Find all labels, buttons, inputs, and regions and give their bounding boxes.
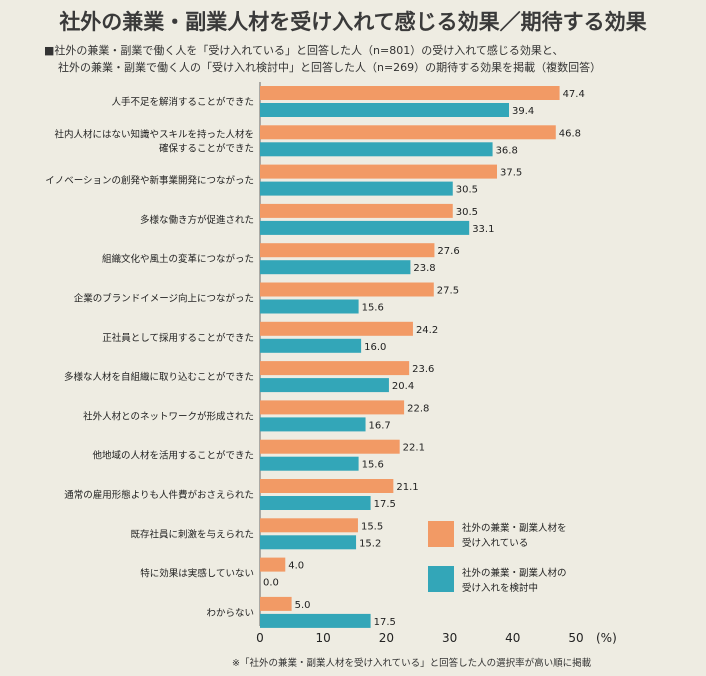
value-label-series-1: 27.5 (437, 286, 459, 297)
legend-swatch-series-2 (428, 566, 454, 592)
bar-series-1 (260, 439, 400, 454)
value-label-series-2: 36.8 (496, 145, 518, 156)
value-label-series-1: 46.8 (559, 128, 581, 139)
bar-series-2 (260, 142, 493, 157)
value-label-series-2: 20.4 (392, 381, 414, 392)
x-tick-label: 20 (379, 631, 394, 645)
bar-series-1 (260, 518, 358, 533)
value-label-series-1: 5.0 (295, 600, 311, 611)
value-label-series-1: 30.5 (456, 207, 478, 218)
bar-series-1 (260, 86, 560, 100)
category-label: 企業のブランドイメージ向上につながった (74, 293, 254, 305)
value-label-series-1: 37.5 (500, 168, 522, 179)
category-label: 正社員として採用することができた (102, 332, 254, 344)
bar-series-2 (260, 535, 357, 550)
bar-series-2 (260, 103, 510, 117)
category-label: 組織文化や風土の変革につながった (102, 253, 254, 265)
value-label-series-2: 23.8 (413, 263, 435, 274)
bar-series-2 (260, 220, 470, 235)
bar-series-1 (260, 164, 497, 179)
bar-series-1 (260, 361, 410, 376)
category-label: 特に効果は実感していない (140, 568, 254, 580)
bar-series-1 (260, 321, 413, 336)
x-tick-label: 30 (442, 631, 457, 645)
bar-series-2 (260, 378, 389, 393)
category-label: 確保することができた (159, 142, 254, 154)
x-tick-label: 40 (505, 631, 520, 645)
x-tick-label: 50 (568, 631, 583, 645)
bar-series-1 (260, 400, 405, 415)
category-label: 社内人材にはない知識やスキルを持った人材を (54, 128, 254, 140)
bar-series-2 (260, 456, 359, 471)
value-label-series-2: 15.2 (359, 538, 381, 549)
bar-series-1 (260, 243, 435, 258)
bar-series-2 (260, 613, 371, 628)
note-line-2: 社外の兼業・副業で働く人の「受け入れ検討中」と回答した人（n=269）の期待する… (58, 61, 602, 74)
category-label: 通常の雇用形態よりも人件費がおさえられた (64, 489, 254, 501)
category-label: 多様な人材を自組織に取り込むことができた (64, 371, 254, 383)
legend-label-series-2: 社外の兼業・副業人材の (462, 567, 567, 579)
bar-series-1 (260, 125, 556, 140)
bar-series-2 (260, 181, 453, 196)
bar-series-1 (260, 203, 453, 218)
bar-series-2 (260, 260, 411, 275)
value-label-series-2: 16.7 (369, 420, 391, 431)
legend-label-series-1: 受け入れている (462, 537, 528, 549)
footnote: ※「社外の兼業・副業人材を受け入れている」と回答した人の選択率が高い順に掲載 (232, 658, 592, 669)
value-label-series-2: 17.5 (374, 617, 396, 628)
value-label-series-1: 23.6 (412, 364, 434, 375)
value-label-series-1: 4.0 (288, 561, 304, 572)
bar-series-1 (260, 479, 394, 493)
value-label-series-2: 0.0 (263, 578, 279, 589)
value-label-series-2: 39.4 (512, 106, 534, 117)
bar-series-2 (260, 338, 362, 353)
category-label: 多様な働き方が促進された (140, 214, 254, 226)
legend-swatch-series-1 (428, 521, 454, 547)
value-label-series-2: 15.6 (362, 460, 384, 471)
value-label-series-2: 17.5 (374, 499, 396, 510)
value-label-series-1: 21.1 (396, 482, 418, 493)
value-label-series-1: 22.1 (403, 443, 425, 454)
value-label-series-1: 27.6 (437, 246, 459, 257)
bar-series-1 (260, 596, 292, 611)
chart-note: ■社外の兼業・副業で働く人を「受け入れている」と回答した人（n=801）の受け入… (44, 42, 601, 76)
category-label: 社外人材とのネットワークが形成された (83, 410, 254, 422)
value-label-series-2: 33.1 (472, 224, 494, 235)
bar-series-2 (260, 417, 366, 432)
category-label: 人手不足を解消することができた (111, 96, 254, 108)
legend-label-series-2: 受け入れを検討中 (462, 582, 538, 594)
bar-series-2 (260, 496, 371, 510)
x-tick-label: 0 (256, 631, 264, 645)
value-label-series-2: 16.0 (364, 342, 386, 353)
bar-series-1 (260, 557, 286, 572)
bar-series-2 (260, 299, 359, 314)
category-label: わからない (206, 608, 254, 619)
category-label: 他地域の人材を活用することができた (92, 450, 254, 462)
category-label: 既存社員に刺激を与えられた (130, 528, 254, 540)
x-unit-label: (%) (596, 631, 617, 645)
bar-series-1 (260, 282, 434, 297)
category-label: イノベーションの創発や新事業開発につながった (45, 175, 254, 187)
value-label-series-2: 30.5 (456, 185, 478, 196)
value-label-series-1: 24.2 (416, 325, 438, 336)
value-label-series-2: 15.6 (362, 303, 384, 314)
value-label-series-1: 22.8 (407, 403, 429, 414)
chart-title: 社外の兼業・副業人材を受け入れて感じる効果／期待する効果 (59, 10, 647, 34)
legend-label-series-1: 社外の兼業・副業人材を (462, 522, 567, 534)
value-label-series-1: 47.4 (563, 89, 585, 100)
value-label-series-1: 15.5 (361, 521, 383, 532)
note-line-1: ■社外の兼業・副業で働く人を「受け入れている」と回答した人（n=801）の受け入… (44, 44, 564, 57)
x-tick-label: 10 (316, 631, 331, 645)
